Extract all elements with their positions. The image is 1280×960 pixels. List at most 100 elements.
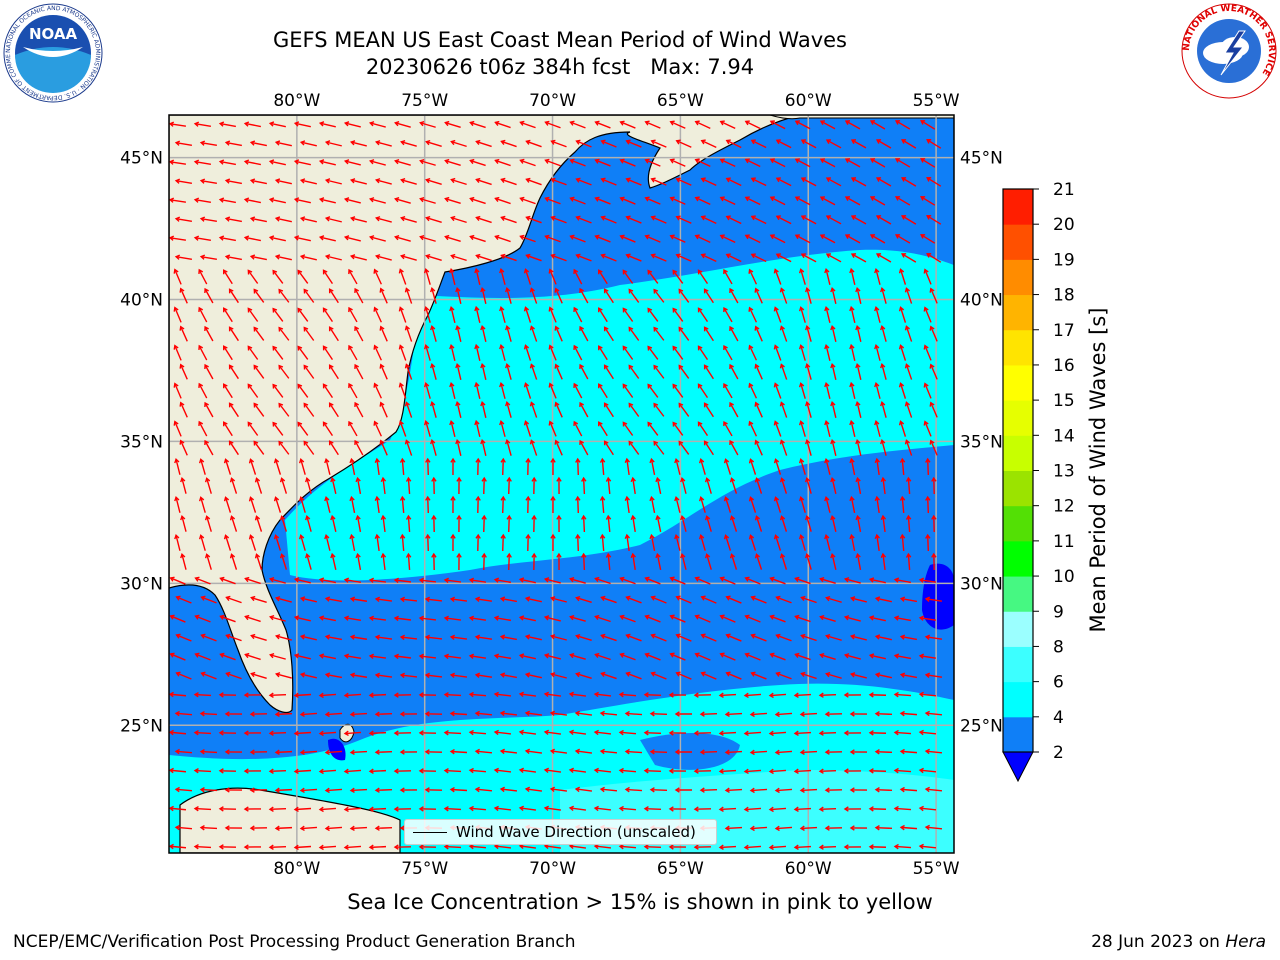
wave-direction-arrow <box>698 534 706 551</box>
wave-direction-arrow <box>619 234 636 243</box>
wave-direction-arrow <box>348 306 358 323</box>
wave-direction-arrow <box>794 120 811 130</box>
wave-direction-arrow <box>424 596 443 603</box>
lon-label-bottom: 75°W <box>401 859 448 879</box>
wave-direction-arrow <box>273 496 282 513</box>
wave-direction-arrow <box>444 158 461 167</box>
wave-direction-arrow <box>243 235 261 242</box>
wave-direction-arrow <box>622 307 634 322</box>
wave-direction-arrow <box>875 177 892 187</box>
wave-direction-arrow <box>493 805 512 812</box>
wave-direction-arrow <box>924 824 943 831</box>
wave-direction-arrow <box>779 439 788 456</box>
wave-direction-arrow <box>805 439 812 456</box>
wave-direction-arrow <box>674 457 681 475</box>
wave-direction-arrow <box>529 363 538 380</box>
wave-direction-arrow <box>725 253 742 263</box>
wave-direction-arrow <box>343 121 361 128</box>
wave-direction-arrow <box>773 306 782 323</box>
wave-direction-arrow <box>830 400 837 418</box>
chart-subtitle: 20230626 t06z 384h fcst Max: 7.94 <box>365 55 755 79</box>
wave-direction-arrow <box>519 120 536 129</box>
wave-direction-arrow <box>518 729 537 736</box>
wave-direction-arrow <box>499 381 506 399</box>
wave-direction-arrow <box>672 383 684 398</box>
wave-direction-arrow <box>299 596 317 603</box>
wave-direction-arrow <box>303 440 315 455</box>
wave-direction-arrow <box>474 710 493 717</box>
wave-direction-arrow <box>343 806 362 813</box>
wave-direction-arrow <box>354 325 364 342</box>
wave-direction-arrow <box>318 653 336 660</box>
wave-direction-arrow <box>724 825 743 832</box>
wave-direction-arrow <box>418 577 437 584</box>
wave-direction-arrow <box>254 553 263 570</box>
wave-direction-arrow <box>450 457 456 476</box>
wave-direction-arrow <box>174 786 193 793</box>
wave-direction-arrow <box>169 576 186 585</box>
wave-direction-arrow <box>200 671 217 680</box>
wave-direction-arrow <box>824 533 831 551</box>
wave-direction-arrow <box>543 615 561 622</box>
wave-direction-arrow <box>849 381 856 399</box>
wave-direction-arrow <box>523 306 532 323</box>
wave-direction-arrow <box>223 421 233 437</box>
wave-direction-arrow <box>373 382 382 399</box>
wave-direction-arrow <box>219 576 236 585</box>
wave-direction-arrow <box>924 596 943 602</box>
wave-direction-arrow <box>450 533 456 552</box>
wave-direction-arrow <box>418 730 437 736</box>
wave-direction-arrow <box>668 806 687 812</box>
wave-direction-arrow <box>644 158 661 167</box>
wave-direction-arrow <box>494 120 511 129</box>
wave-direction-arrow <box>218 197 236 204</box>
wave-direction-arrow <box>293 235 311 242</box>
wave-direction-arrow <box>893 615 911 622</box>
wave-direction-arrow <box>474 381 481 399</box>
colorbar-tick-label: 2 <box>1053 743 1064 763</box>
wave-direction-arrow <box>603 326 614 342</box>
wave-direction-arrow <box>374 749 393 755</box>
wave-direction-arrow <box>279 477 288 494</box>
wave-direction-arrow <box>674 711 693 717</box>
lon-label-bottom: 55°W <box>913 859 960 879</box>
wave-direction-arrow <box>199 825 218 831</box>
wave-direction-arrow <box>500 139 517 148</box>
wave-direction-arrow <box>499 343 506 361</box>
wave-direction-arrow <box>518 767 537 774</box>
wave-direction-arrow <box>324 711 343 718</box>
wave-direction-arrow <box>293 159 311 166</box>
wave-direction-arrow <box>253 364 265 379</box>
wave-direction-arrow <box>499 786 518 793</box>
wave-direction-arrow <box>169 729 187 736</box>
wave-direction-arrow <box>868 806 887 812</box>
wave-direction-arrow <box>625 671 642 680</box>
wave-direction-arrow <box>297 345 309 360</box>
wave-direction-arrow <box>703 288 714 304</box>
wave-direction-arrow <box>849 634 867 641</box>
wave-direction-arrow <box>723 344 733 361</box>
wave-direction-arrow <box>443 767 462 774</box>
wave-direction-arrow <box>173 344 182 361</box>
wave-direction-arrow <box>775 595 792 604</box>
wave-direction-arrow <box>299 749 318 756</box>
wave-direction-arrow <box>174 495 181 513</box>
wave-direction-arrow <box>849 749 868 755</box>
wave-direction-arrow <box>544 196 561 205</box>
wave-direction-arrow <box>579 287 589 304</box>
wave-direction-arrow <box>298 534 306 551</box>
wave-direction-arrow <box>518 805 537 812</box>
wave-direction-arrow <box>268 806 287 812</box>
wave-direction-arrow <box>594 234 611 243</box>
wave-direction-arrow <box>305 515 312 532</box>
wave-direction-arrow <box>324 672 342 679</box>
wave-direction-arrow <box>425 139 442 147</box>
wave-direction-arrow <box>849 596 867 603</box>
wave-direction-arrow <box>749 825 768 832</box>
wave-direction-arrow <box>519 158 536 167</box>
wave-direction-arrow <box>719 576 736 585</box>
wave-direction-arrow <box>569 614 586 622</box>
wave-direction-arrow <box>379 401 388 418</box>
wave-direction-arrow <box>748 458 757 475</box>
wave-direction-arrow <box>425 177 442 185</box>
